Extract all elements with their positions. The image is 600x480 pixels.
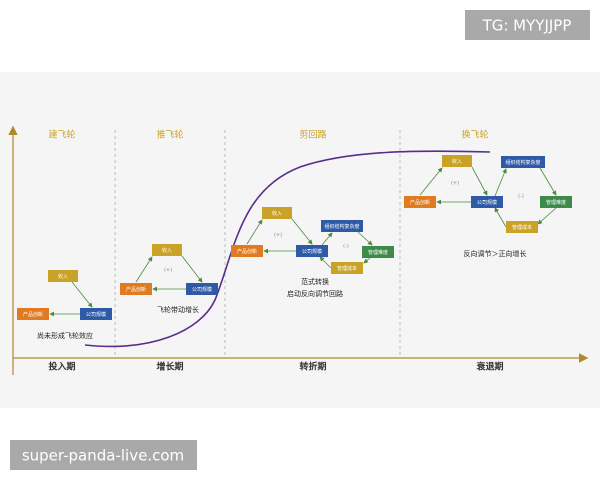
- node-box: [404, 196, 436, 208]
- node-label: 公司规模: [86, 311, 106, 318]
- watermark-box: [465, 10, 590, 40]
- node-box: [296, 245, 328, 257]
- node-label: 收入: [272, 210, 282, 217]
- arrow: [321, 232, 333, 246]
- arrow: [494, 168, 507, 197]
- node-box: [48, 270, 78, 282]
- loop-sign: (+): [164, 268, 172, 274]
- node-box: [540, 196, 572, 208]
- watermark: TG: MYYJJPP: [482, 17, 572, 35]
- node-box: [17, 308, 49, 320]
- node-label: 公司规模: [302, 248, 322, 255]
- node-label: 收入: [58, 273, 68, 280]
- phase-label: 转折期: [299, 361, 326, 373]
- stage-note: 范式转换: [301, 277, 329, 286]
- stage-title: 推飞轮: [156, 129, 183, 141]
- stage-title: 建飞轮: [48, 129, 75, 141]
- node-label: 产品创新: [23, 311, 43, 318]
- node-box: [471, 196, 503, 208]
- loop-sign: (-): [518, 194, 524, 200]
- node-label: 管理成本: [337, 265, 357, 272]
- node-label: 收入: [162, 247, 172, 254]
- stage-note: 飞轮带动增长: [157, 305, 199, 314]
- watermark: super-panda-live.com: [22, 447, 184, 465]
- node-label: 管理成本: [512, 224, 532, 231]
- node-box: [442, 155, 472, 167]
- node-label: 收入: [452, 158, 462, 165]
- panel: [0, 72, 600, 408]
- loop-sign: (+): [451, 181, 459, 187]
- arrow: [357, 231, 373, 246]
- arrow: [494, 207, 507, 228]
- node-label: 管理难度: [546, 199, 566, 206]
- phase-label: 增长期: [156, 361, 183, 373]
- watermark-box: [10, 440, 197, 470]
- arrow: [419, 167, 443, 196]
- arrow: [71, 281, 93, 308]
- arrow: [363, 257, 371, 264]
- stage-note: 尚未形成飞轮效应: [37, 331, 93, 340]
- stage-title: 剪回路: [299, 129, 326, 141]
- node-box: [321, 220, 363, 232]
- arrow: [291, 218, 313, 245]
- node-label: 公司规模: [192, 286, 212, 293]
- node-box: [231, 245, 263, 257]
- node-box: [501, 156, 545, 168]
- node-box: [80, 308, 112, 320]
- node-box: [120, 283, 152, 295]
- node-label: 管理难度: [368, 249, 388, 256]
- node-label: 组织结构复杂度: [324, 223, 359, 230]
- arrow: [246, 219, 263, 245]
- arrow: [471, 166, 488, 196]
- arrow: [135, 256, 153, 283]
- loop-sign: (-): [343, 244, 349, 250]
- node-label: 公司规模: [477, 199, 497, 206]
- stage-note: 反向调节＞正向增长: [464, 249, 527, 258]
- node-label: 组织结构复杂度: [505, 159, 540, 166]
- separators: [114, 130, 401, 356]
- node-box: [331, 262, 363, 274]
- loop-sign: (+): [274, 233, 282, 239]
- lifecycle-curve: [84, 150, 491, 348]
- phase-label: 衰退期: [475, 361, 503, 373]
- node-box: [262, 207, 292, 219]
- node-label: 产品创新: [237, 248, 257, 255]
- node-box: [186, 283, 218, 295]
- node-label: 产品创新: [126, 286, 146, 293]
- node-label: 产品创新: [410, 199, 430, 206]
- phase-label: 投入期: [48, 361, 75, 373]
- arrow: [539, 167, 557, 196]
- stage-title: 换飞轮: [461, 129, 488, 141]
- node-box: [152, 244, 182, 256]
- arrow: [319, 256, 332, 269]
- node-box: [506, 221, 538, 233]
- stage-note: 启动反向调节回路: [287, 289, 343, 298]
- node-box: [362, 246, 394, 258]
- arrow: [181, 255, 203, 283]
- arrow: [537, 207, 557, 225]
